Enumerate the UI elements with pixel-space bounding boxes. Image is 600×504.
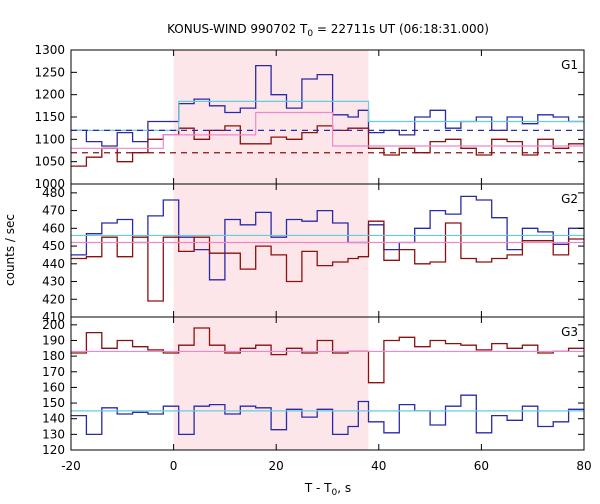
y-tick-label: 160 <box>42 380 65 394</box>
series-blue-line <box>71 195 584 281</box>
panel-label: G1 <box>561 58 578 72</box>
panel-label: G3 <box>561 325 578 339</box>
x-tick-label: 40 <box>371 459 386 473</box>
panel-data <box>71 64 584 167</box>
panel-g1: 1000 1050 1100 1150 1200 1250 1300 G1 <box>34 43 585 191</box>
y-tick-label: 180 <box>42 349 65 363</box>
x-tick-label: 60 <box>474 459 489 473</box>
y-tick-label: 1200 <box>34 88 65 102</box>
y-tick-label: 170 <box>42 365 65 379</box>
chart-title: KONUS-WIND 990702 T0 = 22711s UT (06:18:… <box>167 22 489 39</box>
panel-data <box>71 195 584 302</box>
y-tick-label: 190 <box>42 333 65 347</box>
y-tick-label: 470 <box>42 204 65 218</box>
y-tick-label: 140 <box>42 412 65 426</box>
y-tick-label: 1150 <box>34 110 65 124</box>
y-tick-label: 440 <box>42 257 65 271</box>
y-tick-label: 1100 <box>34 132 65 146</box>
series-blue-line <box>71 394 584 436</box>
series-red-line <box>71 327 584 384</box>
series-red-line <box>71 220 584 302</box>
x-tick-label: 80 <box>576 459 591 473</box>
y-tick-label: 1000 <box>34 177 65 191</box>
panel-frame <box>70 316 585 451</box>
y-tick-label: 410 <box>42 310 65 324</box>
y-axis-label: counts / sec <box>3 214 17 286</box>
y-tick-label: 420 <box>42 292 65 306</box>
y-tick-label: 120 <box>42 443 65 457</box>
y-tick-label: 150 <box>42 396 65 410</box>
y-tick-label: 430 <box>42 275 65 289</box>
y-tick-label: 450 <box>42 239 65 253</box>
y-tick-label: 460 <box>42 221 65 235</box>
panel-data <box>71 327 584 436</box>
series-pink-fit-line <box>71 111 584 149</box>
y-tick-label: 130 <box>42 427 65 441</box>
x-tick-label: -20 <box>61 459 81 473</box>
x-tick-label: 0 <box>170 459 178 473</box>
y-tick-label: 1050 <box>34 155 65 169</box>
y-tick-label: 480 <box>42 186 65 200</box>
y-tick-label: 1250 <box>34 65 65 79</box>
panel-label: G2 <box>561 192 578 206</box>
y-tick-label: 200 <box>42 318 65 332</box>
x-axis-label: T - T0, s <box>304 481 351 498</box>
y-tick-label: 1300 <box>34 43 65 57</box>
x-tick-label: 20 <box>269 459 284 473</box>
